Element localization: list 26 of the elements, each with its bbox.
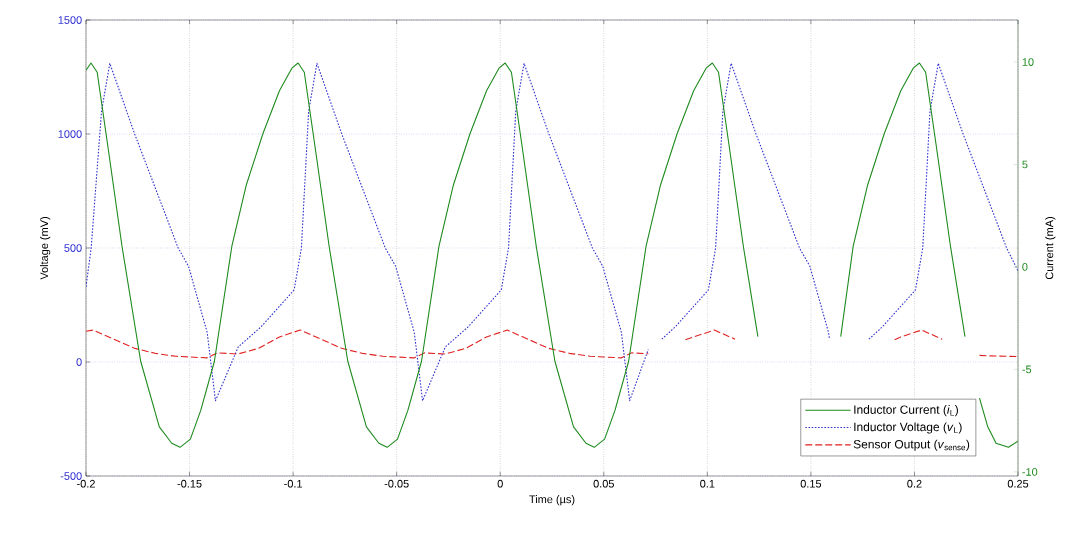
y2-tick-label: -5 — [1022, 365, 1032, 374]
y2-tick-label: 10 — [1022, 58, 1034, 66]
x-tick-label: 0.2 — [907, 479, 922, 488]
y-tick-label: 500 — [64, 244, 82, 252]
x-tick-label: 0.1 — [700, 479, 715, 488]
legend-label: Inductor Voltage (v$_{L}$) — [854, 422, 962, 434]
y2-tick-label: 5 — [1022, 160, 1028, 169]
x-tick-label: 0.05 — [593, 479, 614, 488]
x-axis-title: Time (µs) — [529, 495, 575, 506]
y-tick-label: 1500 — [58, 16, 82, 24]
x-tick-label: 0.15 — [800, 479, 822, 488]
x-tick-label: -0.2 — [77, 479, 95, 488]
y-tick-label: 1000 — [58, 130, 82, 138]
y-tick-label: -500 — [60, 472, 82, 480]
x-tick-label: -0.15 — [177, 479, 202, 488]
y2-tick-label: 0 — [1022, 263, 1028, 271]
x-tick-label: 0.25 — [1007, 479, 1029, 488]
y-axis-title: Voltage (mV) — [40, 217, 51, 280]
legend-label: Sensor Output (v$_{sense}$) — [853, 439, 970, 451]
y2-tick-label: -10 — [1022, 468, 1038, 476]
x-tick-label: -0.1 — [284, 479, 303, 488]
x-tick-label: -0.05 — [384, 479, 409, 488]
y2-axis-title: Current (mA) — [1045, 217, 1056, 280]
x-tick-label: 0 — [497, 479, 503, 488]
legend-label: Inductor Current (i$_{L}$) — [854, 405, 958, 417]
y-tick-label: 0 — [76, 358, 82, 366]
